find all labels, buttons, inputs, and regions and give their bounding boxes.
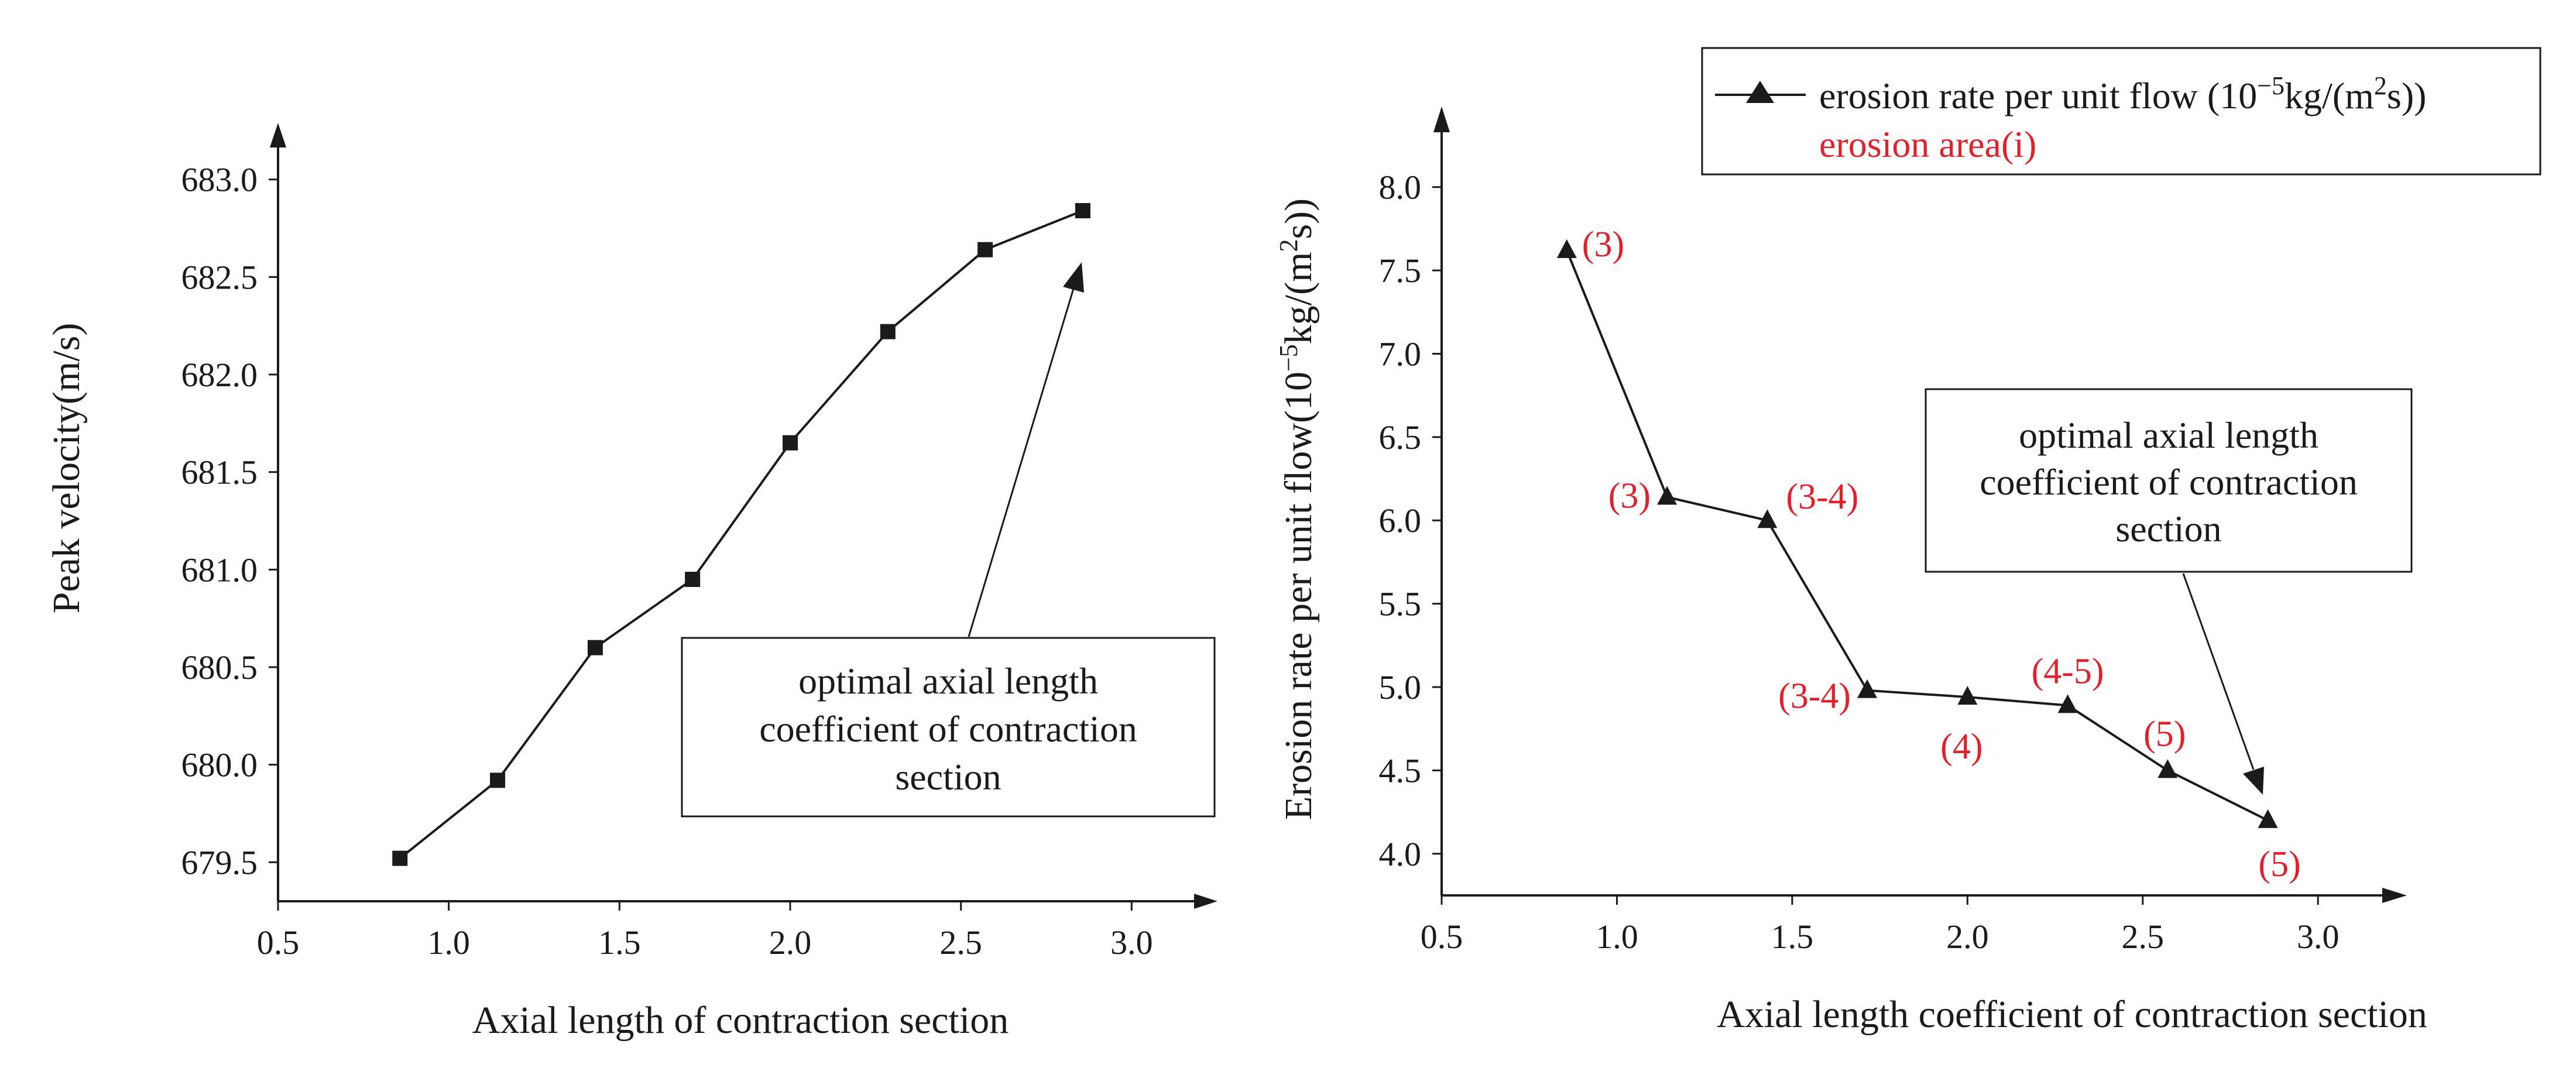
triangle-marker-icon	[1746, 81, 1774, 103]
callout-arrow	[968, 280, 1078, 637]
x-tick-label: 1.5	[598, 923, 641, 962]
erosion-area-annotation: (5)	[2258, 844, 2300, 884]
x-tick-label: 0.5	[257, 923, 300, 962]
legend-entry-erosion-rate: erosion rate per unit flow (10−5kg/(m2s)…	[1819, 71, 2426, 117]
x-axis-arrow-icon	[2382, 888, 2407, 903]
y-axis-title: Peak velocity(m/s)	[45, 323, 88, 614]
y-tick-label: 681.0	[181, 551, 258, 589]
data-point-square	[1075, 203, 1090, 218]
callout-box	[681, 637, 1216, 818]
data-point-square	[490, 772, 506, 788]
y-tick-label: 681.5	[181, 454, 258, 492]
callout-arrow	[2182, 573, 2255, 770]
y-tick-label: 5.0	[1379, 668, 1422, 706]
x-axis-title: Axial length of contraction section	[472, 999, 1009, 1042]
data-point-triangle	[2157, 759, 2178, 778]
x-tick-label: 1.0	[1596, 918, 1638, 956]
legend: erosion rate per unit flow (10−5kg/(m2s)…	[1701, 47, 2541, 176]
data-point-square	[587, 640, 603, 655]
callout-line-3: section	[895, 756, 1001, 798]
y-tick-label: 680.5	[181, 648, 258, 686]
y-tick-label: 7.0	[1379, 335, 1422, 373]
series-line	[1565, 250, 2269, 822]
x-tick-label: 2.5	[939, 923, 982, 962]
y-axis-title: Erosion rate per unit flow(10−5kg/(m2s))	[1274, 198, 1320, 820]
callout-line-2: coefficient of contraction	[1980, 461, 2358, 503]
x-axis-arrow-icon	[1194, 894, 1217, 909]
erosion-area-annotation: (5)	[2143, 714, 2186, 754]
data-point-triangle	[1857, 679, 1878, 698]
callout-line-3: section	[2115, 508, 2221, 550]
x-tick-label: 3.0	[1110, 923, 1153, 962]
legend-entry-erosion-area: erosion area(i)	[1819, 123, 2036, 165]
erosion-area-annotation: (4-5)	[2032, 651, 2104, 691]
series-line	[399, 210, 1083, 860]
callout-box	[1925, 388, 2413, 573]
y-tick-label: 4.0	[1379, 835, 1422, 873]
y-tick-label: 6.0	[1379, 502, 1422, 540]
data-point-square	[392, 850, 408, 866]
y-tick-label: 679.5	[181, 843, 258, 881]
legend-box	[1701, 47, 2541, 176]
y-tick-label: 4.5	[1379, 751, 1422, 789]
data-point-triangle	[1556, 239, 1577, 258]
y-tick-label: 7.5	[1379, 252, 1422, 290]
optimal-callout: optimal axial length coefficient of cont…	[1925, 388, 2413, 795]
x-tick-label: 3.0	[2297, 918, 2340, 956]
data-point-triangle	[2057, 694, 2078, 713]
data-point-square	[685, 572, 701, 587]
optimal-callout: optimal axial length coefficient of cont…	[681, 262, 1216, 818]
erosion-rate-chart: 0.5 1.0 1.5 2.0 2.5 3.0 4.0 4.5 5.0 5.5 6.0 6.5 7.0…	[1274, 47, 2541, 1036]
y-tick-label: 683.0	[181, 161, 258, 199]
x-tick-label: 1.5	[1771, 918, 1814, 956]
data-point-triangle	[2258, 809, 2278, 828]
callout-line-1: optimal axial length	[2019, 414, 2318, 456]
data-point-square	[783, 435, 798, 451]
y-tick-label: 680.0	[181, 746, 258, 784]
data-point-triangle	[1757, 509, 1778, 528]
data-point-square	[977, 242, 993, 257]
data-point-triangle	[1657, 486, 1678, 505]
data-point-square	[880, 324, 896, 339]
x-tick-label: 2.0	[1946, 918, 1989, 956]
callout-arrowhead-icon	[2243, 767, 2264, 795]
y-tick-label: 682.0	[181, 356, 258, 394]
y-axis-arrow-icon	[1433, 107, 1450, 132]
erosion-area-annotation: (3)	[1582, 225, 1624, 265]
y-tick-label: 5.5	[1379, 585, 1422, 623]
erosion-area-annotation: (3-4)	[1778, 677, 1851, 716]
x-tick-label: 1.0	[427, 923, 470, 962]
erosion-area-annotation: (3-4)	[1786, 477, 1858, 517]
x-axis-title: Axial length coefficient of contraction …	[1717, 993, 2427, 1036]
callout-line-1: optimal axial length	[798, 660, 1098, 702]
y-tick-label: 8.0	[1379, 169, 1422, 207]
data-point-triangle	[1957, 686, 1978, 705]
y-axis-arrow-icon	[270, 123, 286, 147]
x-tick-label: 0.5	[1421, 918, 1463, 956]
peak-velocity-chart: 0.5 1.0 1.5 2.0 2.5 3.0 679.5 680.0 680.5 681.0 6…	[45, 123, 1217, 1042]
x-tick-label: 2.0	[769, 923, 812, 962]
y-tick-label: 6.5	[1379, 418, 1422, 456]
callout-line-2: coefficient of contraction	[759, 708, 1137, 750]
x-tick-label: 2.5	[2122, 918, 2165, 956]
callout-arrowhead-icon	[1063, 262, 1084, 293]
erosion-area-annotation: (4)	[1940, 727, 1982, 767]
y-tick-label: 682.5	[181, 258, 258, 296]
erosion-area-annotation: (3)	[1608, 476, 1651, 516]
